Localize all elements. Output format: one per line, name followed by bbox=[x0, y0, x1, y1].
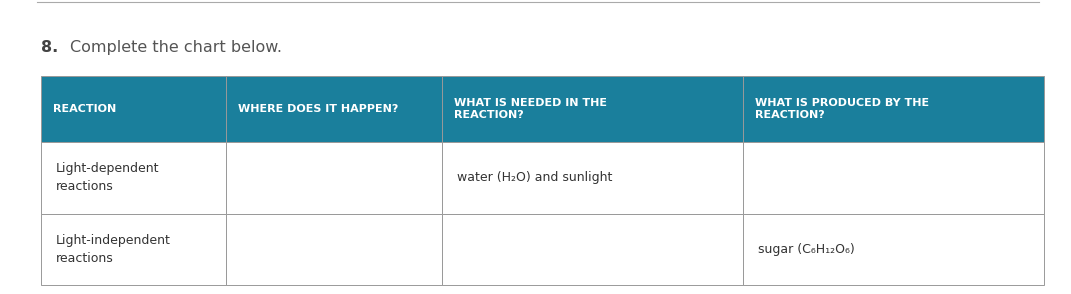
Bar bbox=[442, 76, 743, 142]
Text: WHAT IS NEEDED IN THE
REACTION?: WHAT IS NEEDED IN THE REACTION? bbox=[454, 98, 607, 120]
Bar bbox=[41, 76, 226, 142]
Bar bbox=[442, 142, 743, 214]
Bar bbox=[743, 76, 1044, 142]
Bar bbox=[226, 76, 442, 142]
Text: water (H₂O) and sunlight: water (H₂O) and sunlight bbox=[457, 171, 613, 184]
Bar bbox=[743, 142, 1044, 214]
Bar bbox=[226, 142, 442, 214]
Text: Light-independent
reactions: Light-independent reactions bbox=[56, 234, 170, 265]
Text: 8.: 8. bbox=[41, 40, 58, 55]
Text: Complete the chart below.: Complete the chart below. bbox=[70, 40, 282, 55]
Text: sugar (C₆H₁₂O₆): sugar (C₆H₁₂O₆) bbox=[758, 243, 855, 256]
Bar bbox=[743, 214, 1044, 285]
Text: WHERE DOES IT HAPPEN?: WHERE DOES IT HAPPEN? bbox=[239, 104, 398, 114]
Bar bbox=[442, 214, 743, 285]
Text: Light-dependent
reactions: Light-dependent reactions bbox=[56, 163, 160, 193]
Text: REACTION: REACTION bbox=[52, 104, 116, 114]
Bar bbox=[226, 214, 442, 285]
Bar bbox=[41, 214, 226, 285]
Bar bbox=[41, 142, 226, 214]
Text: WHAT IS PRODUCED BY THE
REACTION?: WHAT IS PRODUCED BY THE REACTION? bbox=[755, 98, 930, 120]
